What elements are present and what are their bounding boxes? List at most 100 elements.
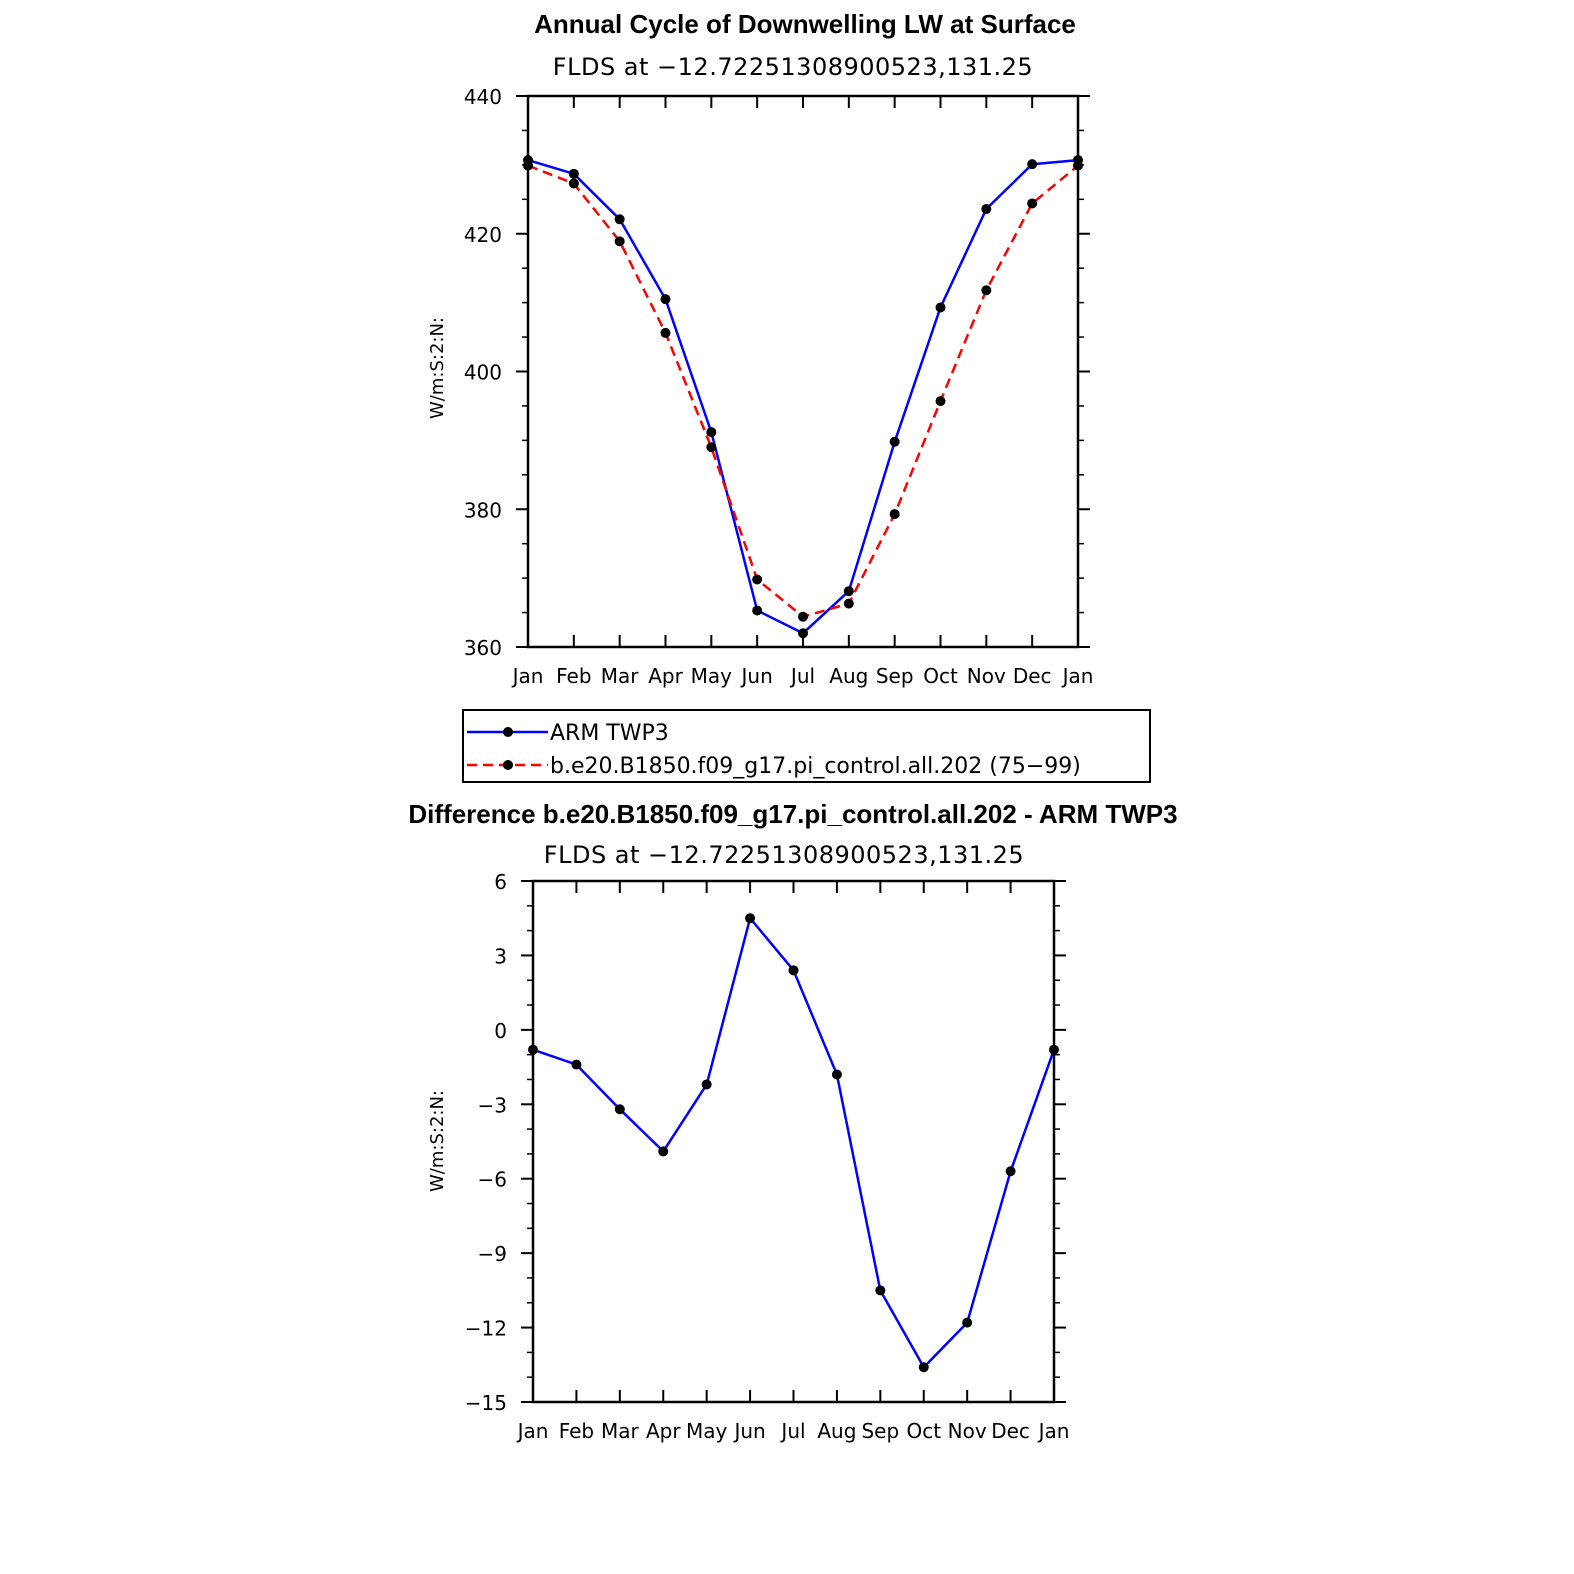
data-point xyxy=(660,327,671,338)
annual-cycle-chart: Annual Cycle of Downwelling LW at Surfac… xyxy=(427,9,1093,688)
data-point xyxy=(614,1104,625,1115)
y-tick-label: 440 xyxy=(464,85,502,109)
data-point xyxy=(523,160,533,171)
data-point xyxy=(1049,1044,1059,1055)
data-point xyxy=(788,965,799,976)
y-tick-label: 420 xyxy=(464,223,502,247)
data-point xyxy=(1027,198,1038,209)
legend-marker-arm xyxy=(503,727,513,737)
data-point xyxy=(962,1317,973,1328)
data-point xyxy=(918,1362,929,1373)
x-tick-label: Mar xyxy=(601,1419,640,1443)
y-tick-label: −15 xyxy=(465,1391,507,1415)
data-point xyxy=(981,203,992,214)
series-markers xyxy=(523,155,1083,639)
data-point xyxy=(752,574,763,585)
series-lines xyxy=(532,916,1056,1369)
y-tick-label: 360 xyxy=(464,636,502,660)
data-point xyxy=(528,1044,538,1055)
x-tick-label: Feb xyxy=(556,664,591,688)
data-point xyxy=(568,168,579,179)
tick-marks xyxy=(516,95,1090,648)
x-tick-label: Dec xyxy=(991,1419,1030,1443)
legend-frame xyxy=(462,709,1151,783)
series-lines xyxy=(527,158,1079,635)
x-tick-label: Jul xyxy=(789,664,815,688)
data-point xyxy=(798,611,808,622)
data-point xyxy=(706,442,717,453)
data-point xyxy=(889,509,900,520)
chart-title: Difference b.e20.B1850.f09_g17.pi_contro… xyxy=(408,799,1177,829)
x-tick-label: Jun xyxy=(732,1419,765,1443)
x-tick-label: Oct xyxy=(923,664,958,688)
data-point xyxy=(614,214,625,225)
tick-marks xyxy=(521,880,1066,1403)
legend-marker-model xyxy=(503,760,513,770)
data-point xyxy=(701,1079,712,1090)
data-point xyxy=(1073,160,1083,171)
data-point xyxy=(1005,1166,1016,1177)
data-point xyxy=(935,396,946,407)
y-axis-label: W/m:S:2:N: xyxy=(427,1090,448,1192)
x-tick-label: Jan xyxy=(516,1419,549,1443)
x-tick-labels: Jan Feb Mar Apr May Jun Jul Aug Sep Oct Nov Dec Jan xyxy=(511,664,1094,688)
data-point xyxy=(843,586,854,597)
y-tick-label: −9 xyxy=(478,1242,507,1266)
x-tick-label: Jan xyxy=(511,664,544,688)
y-tick-label: −12 xyxy=(465,1317,507,1341)
chart-title: Annual Cycle of Downwelling LW at Surfac… xyxy=(534,9,1076,39)
data-point xyxy=(752,605,763,616)
x-tick-label: Nov xyxy=(967,664,1006,688)
y-tick-label: 0 xyxy=(494,1019,507,1043)
legend-label-arm: ARM TWP3 xyxy=(550,721,669,746)
plot-frame xyxy=(531,879,1056,1404)
data-point xyxy=(935,302,946,313)
x-tick-label: Sep xyxy=(861,1419,899,1443)
x-tick-label: Jan xyxy=(1037,1419,1070,1443)
series-line-0 xyxy=(532,916,1056,1369)
x-tick-label: Feb xyxy=(559,1419,594,1443)
x-tick-label: Mar xyxy=(601,664,640,688)
data-point xyxy=(658,1146,669,1157)
y-tick-labels: 440 420 400 380 360 xyxy=(464,85,502,660)
x-tick-label: Jan xyxy=(1061,664,1094,688)
data-point xyxy=(568,178,579,189)
x-tick-label: Nov xyxy=(948,1419,987,1443)
data-point xyxy=(875,1285,886,1296)
x-tick-label: Jul xyxy=(779,1419,805,1443)
data-point xyxy=(706,427,717,438)
y-tick-label: 380 xyxy=(464,498,502,522)
x-tick-label: May xyxy=(691,664,733,688)
data-point xyxy=(571,1059,582,1070)
plot-frame xyxy=(526,94,1080,649)
legend-label-model: b.e20.B1850.f09_g17.pi_control.all.202 (… xyxy=(550,754,1081,779)
difference-chart: Difference b.e20.B1850.f09_g17.pi_contro… xyxy=(408,799,1177,1443)
y-tick-label: −3 xyxy=(478,1093,507,1117)
y-tick-label: −6 xyxy=(478,1168,507,1192)
series-line-1 xyxy=(527,164,1079,618)
series-line-0 xyxy=(527,158,1079,635)
y-tick-label: 6 xyxy=(494,870,507,894)
x-tick-label: Sep xyxy=(876,664,914,688)
x-tick-label: Aug xyxy=(817,1419,856,1443)
data-point xyxy=(1027,159,1038,170)
data-point xyxy=(798,628,808,639)
x-tick-label: Apr xyxy=(648,664,683,688)
x-tick-labels: Jan Feb Mar Apr May Jun Jul Aug Sep Oct Nov Dec Jan xyxy=(516,1419,1070,1443)
x-tick-label: Jun xyxy=(740,664,773,688)
data-point xyxy=(831,1069,842,1080)
x-tick-label: Apr xyxy=(646,1419,681,1443)
data-point xyxy=(660,294,671,305)
x-tick-label: Dec xyxy=(1013,664,1052,688)
x-tick-label: Oct xyxy=(906,1419,941,1443)
y-tick-label: 3 xyxy=(494,944,507,968)
y-tick-label: 400 xyxy=(464,361,502,385)
data-point xyxy=(843,598,854,609)
y-tick-labels: 6 3 0 −3 −6 −9 −12 −15 xyxy=(465,870,507,1415)
data-point xyxy=(614,236,625,247)
chart-subtitle: FLDS at −12.72251308900523,131.25 xyxy=(553,53,1033,81)
series-markers xyxy=(528,913,1059,1373)
data-point xyxy=(745,913,756,924)
chart-subtitle: FLDS at −12.72251308900523,131.25 xyxy=(544,841,1024,869)
